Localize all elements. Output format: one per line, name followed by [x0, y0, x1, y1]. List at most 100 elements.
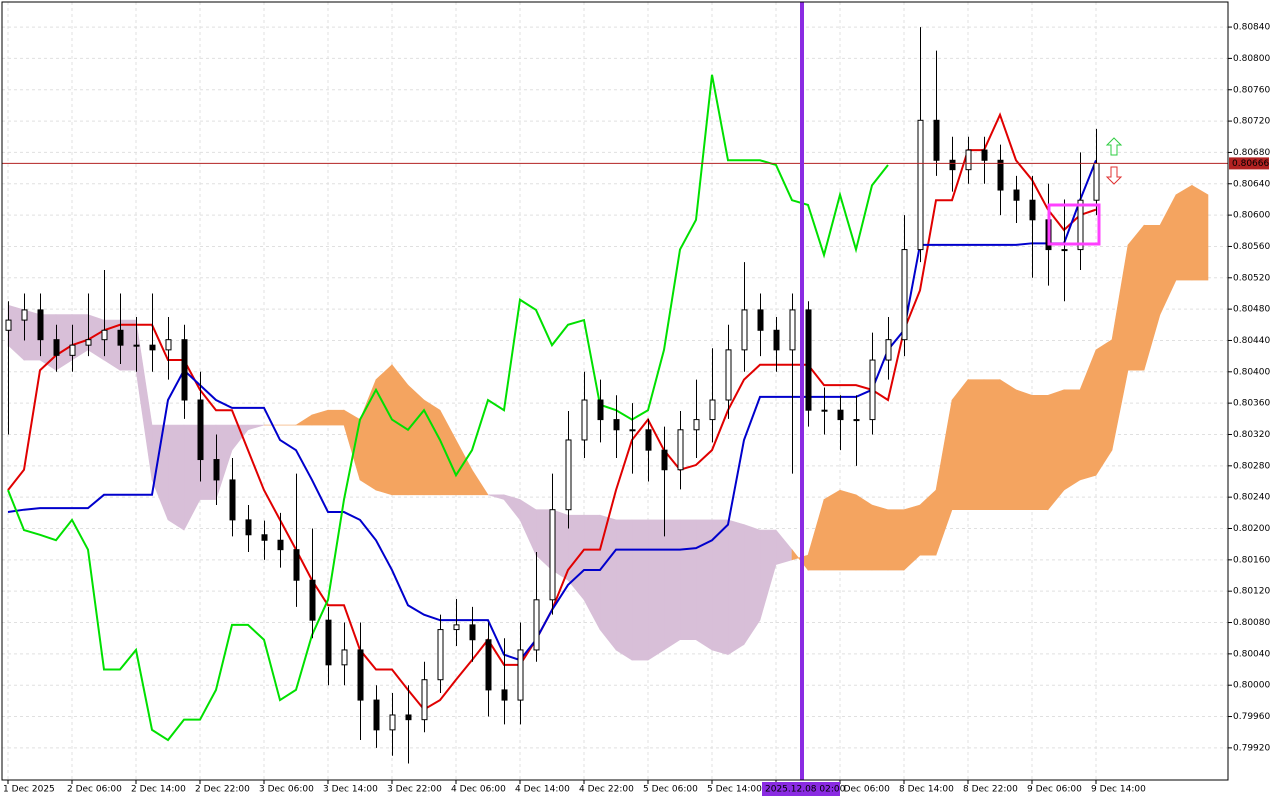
y-tick-label: 0.80520: [1233, 273, 1270, 283]
candle-body: [645, 429, 652, 451]
cloud-segment: [167, 424, 185, 531]
x-tick-label: 9 Dec 14:00: [1091, 785, 1146, 795]
candle-body: [485, 639, 492, 691]
candle-body: [133, 344, 140, 347]
candle-body: [453, 624, 460, 631]
cloud-layer: [7, 184, 1209, 661]
candle-body: [661, 449, 668, 471]
candle-body: [325, 619, 332, 666]
cloud-segment: [871, 504, 889, 571]
candle-body: [1077, 199, 1084, 251]
cloud-segment: [247, 424, 265, 431]
y-tick-label: 0.79960: [1233, 712, 1270, 722]
candle-body: [53, 339, 60, 356]
cloud-segment: [615, 519, 633, 661]
candle-body: [341, 649, 348, 666]
cloud-segment: [1031, 395, 1049, 510]
candle-body: [789, 309, 796, 351]
x-tick-label: 3 Dec 14:00: [323, 785, 378, 795]
candle-body: [725, 349, 732, 401]
overlay-layer: [2, 2, 1228, 780]
candle-body: [405, 714, 412, 721]
y-tick-label: 0.80040: [1233, 649, 1270, 659]
cloud-segment: [1175, 184, 1193, 281]
x-tick-label: 8 Dec 14:00: [899, 785, 954, 795]
cloud-segment: [471, 468, 489, 496]
candle-body: [197, 399, 204, 461]
candle-body: [37, 309, 44, 341]
candle-body: [21, 309, 28, 321]
candle-body: [949, 159, 956, 171]
cloud-segment: [599, 514, 617, 651]
candle-body: [821, 409, 828, 412]
candle-body: [229, 479, 236, 521]
cloud-segment: [407, 384, 425, 496]
candle-body: [997, 159, 1004, 191]
y-tick-label: 0.79920: [1233, 743, 1270, 753]
candle-body: [469, 624, 476, 641]
y-tick-label: 0.80720: [1233, 117, 1270, 127]
y-tick-label: 0.80160: [1233, 555, 1270, 565]
y-tick-label: 0.80480: [1233, 305, 1270, 315]
y-tick-label: 0.80000: [1233, 681, 1270, 691]
candle-body: [421, 679, 428, 721]
cursor-label-box: [762, 782, 840, 796]
candle-body: [757, 309, 764, 331]
cloud-segment: [999, 379, 1017, 510]
candle-body: [165, 339, 172, 351]
candle-body: [517, 649, 524, 701]
candle-body: [1013, 189, 1020, 201]
y-tick-label: 0.80360: [1233, 399, 1270, 409]
candle-body: [213, 459, 220, 481]
candles-layer: [5, 27, 1100, 764]
y-tick-label: 0.80640: [1233, 179, 1270, 189]
candle-body: [933, 119, 940, 161]
x-tick-label: 5 Dec 06:00: [643, 785, 698, 795]
x-tick-label: 3 Dec 22:00: [387, 785, 442, 795]
y-tick-label: 0.80320: [1233, 430, 1270, 440]
candle-body: [885, 339, 892, 361]
candle-body: [373, 699, 380, 731]
x-tick-label: 4 Dec 22:00: [579, 785, 634, 795]
candle-body: [85, 339, 92, 346]
y-tick-label: 0.80120: [1233, 587, 1270, 597]
candle-body: [581, 399, 588, 441]
last-price-box: [1229, 157, 1269, 170]
axis-layer: 0.808400.808000.807600.807200.806800.806…: [3, 23, 1270, 796]
candle-body: [101, 329, 108, 341]
y-tick-label: 0.80280: [1233, 461, 1270, 471]
x-tick-label: 3 Dec 06:00: [259, 785, 314, 795]
candle-body: [389, 714, 396, 731]
indicator-line: [7, 74, 889, 742]
candle-body: [837, 409, 844, 421]
y-tick-label: 0.80440: [1233, 336, 1270, 346]
cloud-segment: [695, 519, 713, 651]
cloud-segment: [951, 378, 969, 510]
x-tick-label: 4 Dec 06:00: [451, 785, 506, 795]
candle-body: [613, 419, 620, 431]
last-price-label: 0.80666: [1232, 159, 1269, 169]
candle-body: [677, 429, 684, 471]
candle-body: [501, 689, 508, 701]
y-tick-label: 0.80080: [1233, 618, 1270, 628]
candle-body: [965, 149, 972, 171]
candle-body: [773, 329, 780, 351]
candle-body: [693, 419, 700, 431]
candle-body: [149, 344, 156, 351]
cloud-segment: [727, 519, 745, 656]
candle-body: [597, 399, 604, 421]
candle-body: [1093, 162, 1100, 201]
y-tick-label: 0.80680: [1233, 148, 1270, 158]
candle-body: [853, 419, 860, 422]
y-tick-label: 0.80400: [1233, 367, 1270, 377]
cloud-segment: [1063, 389, 1081, 491]
candle-body: [629, 429, 636, 432]
cloud-segment: [1127, 224, 1145, 371]
candle-body: [309, 579, 316, 621]
highlight-box: [1047, 203, 1101, 246]
candle-body: [901, 249, 908, 341]
x-tick-label: 8 Dec 22:00: [963, 785, 1018, 795]
x-tick-label: 4 Dec 14:00: [515, 785, 570, 795]
candle-body: [5, 319, 12, 331]
